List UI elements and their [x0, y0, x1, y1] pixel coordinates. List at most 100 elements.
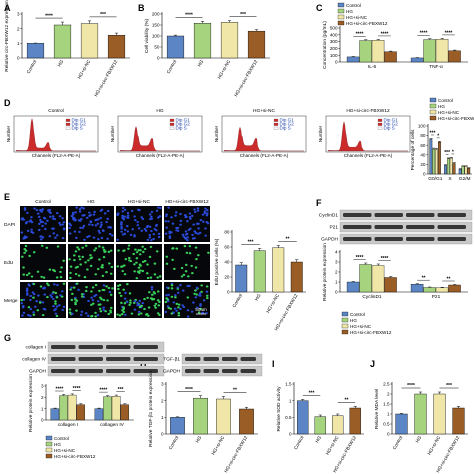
nucleus-mark	[170, 295, 174, 298]
nucleus-mark	[136, 224, 140, 227]
nucleus-mark	[122, 307, 126, 310]
chart-e-bar	[235, 264, 248, 293]
nucleus-mark	[21, 306, 25, 309]
chart-h: 0 1 2 3 Relative TGF-β1 protein expression Co…	[148, 371, 258, 473]
legend-f-entry: HG+si-NC	[350, 324, 372, 329]
blot-h-band	[240, 357, 256, 361]
nucleus-mark	[137, 249, 140, 252]
nucleus-mark	[110, 234, 114, 237]
nucleus-mark	[188, 284, 191, 287]
nucleus-mark	[38, 222, 41, 226]
nucleus-mark	[69, 271, 72, 275]
histogram-4-curve	[327, 121, 409, 152]
nucleus-mark	[97, 303, 101, 306]
microscopy-image	[116, 244, 162, 280]
chart-a-sig-label: ****	[45, 13, 53, 19]
nucleus-mark	[73, 259, 76, 262]
nucleus-mark	[121, 206, 125, 210]
nucleus-mark	[183, 237, 187, 240]
nucleus-mark	[181, 233, 185, 236]
nucleus-mark	[191, 237, 195, 240]
nucleus-mark	[82, 207, 86, 210]
chart-a-ytick-label: 1	[17, 41, 20, 46]
nucleus-mark	[188, 212, 192, 215]
nucleus-mark	[87, 259, 90, 262]
nucleus-mark	[182, 273, 186, 276]
legend-d-swatch	[429, 97, 437, 103]
nucleus-mark	[68, 258, 71, 261]
histogram-3-inset-swatch	[273, 122, 279, 126]
nucleus-mark	[98, 245, 101, 248]
nucleus-mark	[180, 275, 184, 278]
legend-c-swatch	[337, 14, 345, 20]
nucleus-mark	[97, 238, 100, 241]
nucleus-mark	[51, 292, 54, 295]
histogram-1-ylabel: Number	[6, 125, 11, 142]
nucleus-mark	[74, 301, 77, 304]
nucleus-mark	[28, 254, 31, 257]
nucleus-mark	[39, 235, 42, 238]
nucleus-mark	[98, 258, 101, 261]
legend-f-entry: Control	[350, 312, 365, 317]
nucleus-mark	[92, 213, 96, 216]
nucleus-mark	[109, 226, 112, 229]
nucleus-mark	[167, 293, 171, 296]
nucleus-mark	[127, 247, 130, 250]
nucleus-mark	[69, 276, 72, 280]
chart-c-ytick-label: 500	[330, 26, 338, 31]
chart-h-sig-label: **	[233, 388, 237, 394]
microscopy-image	[20, 244, 66, 280]
chart-e-ytick-label: 40	[224, 260, 230, 265]
legend-f-entry: HG+si-circ-FBXW12	[350, 330, 392, 335]
nucleus-mark	[135, 257, 139, 260]
chart-h-ytick-label: 1	[161, 415, 164, 420]
nucleus-mark	[157, 232, 161, 235]
chart-e-category-label: Control	[231, 293, 243, 308]
nucleus-mark	[191, 233, 194, 237]
nucleus-mark	[124, 291, 127, 295]
nucleus-mark	[194, 266, 198, 269]
nucleus-mark	[72, 254, 76, 257]
chart-d-ytick-label: 0	[423, 172, 426, 177]
image-column-title: HG	[87, 199, 94, 205]
blot-f-label: CyclinD1	[319, 213, 339, 219]
nucleus-mark	[155, 209, 159, 212]
nucleus-mark	[128, 292, 132, 295]
legend-f-swatch	[341, 329, 349, 335]
nucleus-mark	[93, 249, 96, 252]
nucleus-mark	[170, 282, 174, 285]
histogram-2-inset-swatch	[169, 126, 175, 130]
chart-c-sig-label: ****	[356, 32, 364, 38]
nucleus-mark	[82, 224, 86, 227]
nucleus-mark	[100, 223, 103, 226]
histogram-3-xlabel: Channels (FL2-A-PE-A)	[240, 153, 289, 158]
nucleus-mark	[116, 213, 119, 217]
nucleus-mark	[20, 231, 24, 234]
nucleus-mark	[94, 224, 98, 227]
image-column-title: HG+si-circ-FBXW12	[165, 199, 209, 205]
nucleus-mark	[42, 216, 46, 219]
nucleus-mark	[192, 301, 195, 304]
nucleus-mark	[94, 247, 98, 250]
nucleus-mark	[69, 224, 73, 227]
nucleus-mark	[121, 216, 124, 219]
blot-g-band	[51, 369, 76, 373]
nucleus-mark	[146, 238, 150, 241]
nucleus-mark	[21, 255, 24, 258]
nucleus-mark	[61, 217, 64, 220]
chart-c-bar	[423, 39, 436, 63]
blot-h-band	[240, 369, 256, 373]
nucleus-mark	[186, 220, 189, 223]
nucleus-mark	[171, 247, 175, 250]
nucleus-mark	[55, 314, 59, 318]
histogram-4-inset-entry: Dip G2	[384, 122, 399, 127]
blot-g-band	[51, 345, 76, 349]
nucleus-mark	[120, 225, 123, 229]
nucleus-mark	[122, 218, 126, 221]
chart-e-ytick-label: 0	[227, 290, 230, 295]
nucleus-mark	[177, 291, 180, 294]
nucleus-mark	[174, 296, 177, 299]
nucleus-mark	[118, 283, 122, 287]
